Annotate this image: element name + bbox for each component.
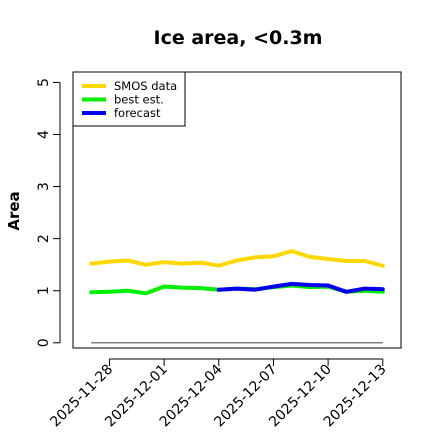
y-tick-label: 4	[36, 130, 52, 139]
series-line-smos-data	[89, 249, 385, 268]
y-tick-label: 2	[36, 234, 52, 243]
y-tick-label: 5	[36, 78, 52, 87]
y-axis: 0 1 2 3 4 5	[36, 78, 61, 347]
y-tick-label: 0	[36, 338, 52, 347]
series-line-forecast	[216, 281, 385, 294]
y-tick-label: 1	[36, 286, 52, 295]
x-axis: 2025-11-282025-12-012025-12-042025-12-07…	[47, 358, 390, 430]
series-layer	[89, 249, 385, 296]
plot-frame	[72, 71, 402, 349]
y-axis-label: Area	[5, 191, 23, 230]
y-tick-label: 3	[36, 182, 52, 191]
legend-label: SMOS data	[114, 79, 177, 93]
legend-label: best est.	[114, 93, 164, 107]
chart-title: Ice area, <0.3m	[154, 27, 323, 49]
legend-label: forecast	[114, 106, 161, 120]
